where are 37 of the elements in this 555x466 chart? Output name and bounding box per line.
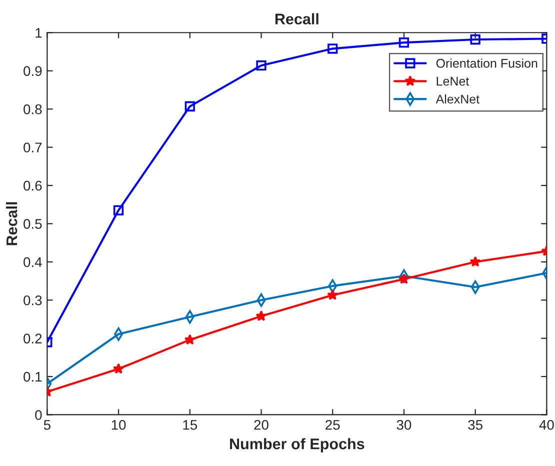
y-tick-label: 0.9 [24, 66, 42, 76]
x-tick-label: 20 [254, 420, 268, 430]
y-tick-label: 0.6 [24, 180, 42, 191]
point [256, 60, 266, 71]
legend-label: AlexNet [436, 94, 480, 104]
point [470, 256, 481, 267]
y-tick-label: 0.8 [24, 104, 42, 114]
point [113, 205, 124, 216]
point [256, 310, 267, 321]
legend-label: Orientation Fusion [436, 58, 538, 68]
point [184, 101, 195, 112]
point [398, 273, 410, 284]
x-tick-label: 10 [112, 420, 126, 430]
point [327, 289, 338, 300]
x-tick-label: 40 [539, 420, 554, 430]
x-tick-label: 5 [44, 420, 50, 430]
y-tick-label: 0.3 [24, 295, 42, 306]
y-tick-label: 0 [35, 410, 42, 420]
y-axis-title: Recall [6, 202, 18, 246]
y-tick-label: 0.5 [24, 219, 42, 229]
x-tick-label: 30 [396, 420, 412, 430]
point [470, 34, 480, 45]
point [398, 37, 410, 48]
y-tick-label: 0.2 [24, 334, 42, 344]
y-tick-label: 1 [36, 28, 42, 38]
x-tick-label: 15 [183, 420, 198, 430]
point [328, 44, 338, 54]
x-tick-label: 25 [326, 420, 340, 430]
x-axis-title: Number of Epochs [230, 438, 364, 452]
point [184, 334, 196, 345]
chart-title: Recall [275, 13, 318, 24]
y-tick-label: 0.7 [24, 142, 42, 152]
x-tick-label: 35 [468, 420, 482, 430]
legend-label: LeNet [436, 76, 470, 86]
point [113, 363, 124, 374]
y-tick-label: 0.4 [24, 257, 42, 268]
y-tick-label: 0.1 [24, 372, 42, 382]
